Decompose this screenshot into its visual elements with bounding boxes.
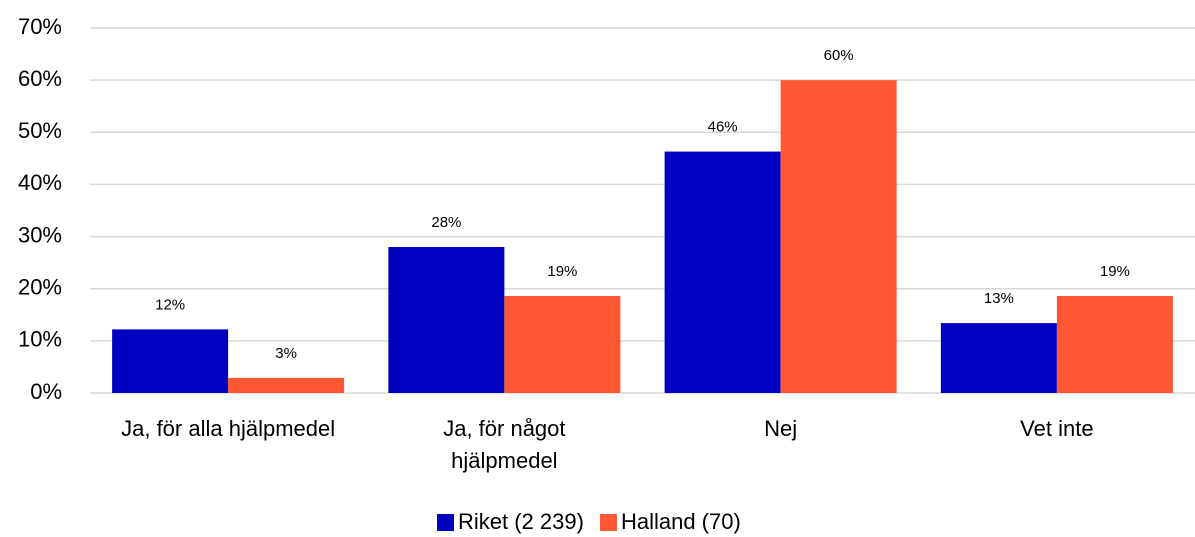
y-tick-label: 50%	[18, 118, 62, 143]
x-tick-line: Ja, för något	[443, 416, 565, 441]
bar	[228, 377, 345, 393]
data-label: 3%	[275, 345, 297, 362]
data-label: 46%	[708, 119, 738, 136]
legend-label: Halland (70)	[621, 509, 741, 534]
data-label: 12%	[155, 296, 185, 313]
y-tick-label: 60%	[18, 66, 62, 91]
bar	[664, 151, 781, 393]
data-label: 19%	[547, 263, 577, 280]
legend-label: Riket (2 239)	[458, 509, 584, 534]
y-tick-label: 10%	[18, 327, 62, 352]
y-tick-label: 0%	[30, 379, 62, 404]
bar	[780, 80, 897, 394]
bar	[940, 323, 1057, 393]
y-tick-label: 70%	[18, 14, 62, 39]
x-tick-label: Ja, för alla hjälpmedel	[121, 416, 335, 441]
x-tick-label: Vet inte	[1020, 416, 1093, 441]
data-label: 60%	[824, 47, 854, 64]
legend-swatch	[599, 514, 617, 531]
data-label: 13%	[984, 290, 1014, 307]
x-tick-line: hjälpmedel	[451, 448, 557, 473]
y-tick-label: 30%	[18, 222, 62, 247]
bar	[388, 247, 505, 393]
x-tick-label: Nej	[764, 416, 797, 441]
data-label: 19%	[1100, 263, 1130, 280]
data-label: 28%	[431, 214, 461, 231]
x-tick-label: Ja, för något hjälpmedel	[443, 416, 565, 473]
bar	[1056, 296, 1173, 393]
bar	[112, 329, 229, 393]
y-tick-label: 40%	[18, 170, 62, 195]
bar	[504, 296, 621, 393]
legend-swatch	[437, 514, 454, 531]
y-tick-label: 20%	[18, 275, 62, 300]
